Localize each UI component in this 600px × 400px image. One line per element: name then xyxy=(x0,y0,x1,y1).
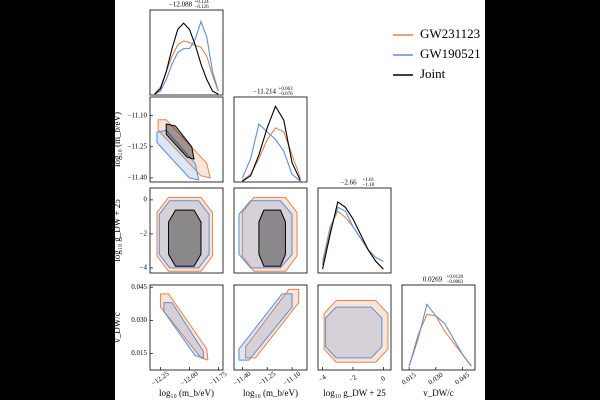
panel-frame xyxy=(233,96,308,183)
panel-frame xyxy=(317,187,392,274)
y-axis-label: log₁₀ g_DW + 25 xyxy=(112,199,122,262)
contour xyxy=(168,209,202,267)
panel-title-minus: −0.0083 xyxy=(447,280,464,285)
density-line xyxy=(241,122,301,182)
y-tick-label: 0.030 xyxy=(131,316,147,324)
x-tick-label: −2 xyxy=(347,373,358,384)
x-axis-label: log₁₀ (m_b/eV) xyxy=(243,388,298,398)
density-line xyxy=(154,22,219,95)
panel-title-plus: +0.063 xyxy=(279,87,294,92)
contour xyxy=(159,293,209,361)
x-tick-label: 0 xyxy=(379,374,387,383)
panel-title-minus: −1.18 xyxy=(363,183,375,188)
contour xyxy=(158,200,210,269)
panel-title-minus: −0.126 xyxy=(195,5,210,10)
density-line xyxy=(241,105,301,182)
y-tick-label: −11.40 xyxy=(128,173,148,181)
panel-frame xyxy=(233,284,308,371)
y-axis-label: v_DW/c xyxy=(112,312,122,343)
panel-title-plus: +1.81 xyxy=(363,178,375,183)
x-tick-label: −4 xyxy=(317,373,328,384)
contour xyxy=(258,209,286,267)
y-tick-label: −4 xyxy=(140,264,148,272)
y-tick-label: 0.045 xyxy=(131,283,147,291)
legend-label: Joint xyxy=(420,66,446,81)
panel-frame xyxy=(233,187,308,274)
legend-label: GW231123 xyxy=(420,26,480,41)
contour xyxy=(238,293,293,361)
figure-background xyxy=(115,0,485,400)
panel-frame xyxy=(149,284,224,371)
contour xyxy=(157,119,211,179)
x-axis-label: v_DW/c xyxy=(423,388,454,398)
density-line xyxy=(322,200,384,270)
contour xyxy=(245,288,300,359)
contour xyxy=(238,200,293,269)
contour xyxy=(323,299,389,363)
density-line xyxy=(408,303,472,367)
contour xyxy=(163,302,204,359)
panel-title-plus: +0.0120 xyxy=(447,275,464,280)
x-axis-label: log₁₀ g_DW + 25 xyxy=(323,388,386,398)
contour xyxy=(156,196,214,272)
contour xyxy=(165,123,195,160)
y-tick-label: −2 xyxy=(140,230,148,238)
panel-title-minus: −0.070 xyxy=(279,92,294,97)
panel-frame xyxy=(149,9,224,96)
y-tick-label: −11.25 xyxy=(128,142,148,150)
density-line xyxy=(154,19,219,95)
x-axis-label: log₁₀ (m_b/eV) xyxy=(159,388,214,398)
panel-title-plus: +0.134 xyxy=(195,0,210,5)
panel-frame xyxy=(149,96,224,183)
panel-frame xyxy=(401,284,476,371)
panel-title: −2.66 xyxy=(340,179,357,187)
y-tick-label: 0 xyxy=(144,196,148,204)
contour xyxy=(325,306,383,359)
y-axis-label: log₁₀ (m_b/eV) xyxy=(112,112,122,167)
panel-frame xyxy=(317,284,392,371)
y-tick-label: 0.015 xyxy=(131,349,147,357)
panel-title: −12.088 xyxy=(169,1,193,9)
legend-label: GW190521 xyxy=(420,46,481,61)
panel-title: −11.214 xyxy=(253,88,276,96)
y-tick-label: −11.10 xyxy=(128,111,148,119)
panel-title: 0.0269 xyxy=(423,276,443,284)
panel-frame xyxy=(149,187,224,274)
